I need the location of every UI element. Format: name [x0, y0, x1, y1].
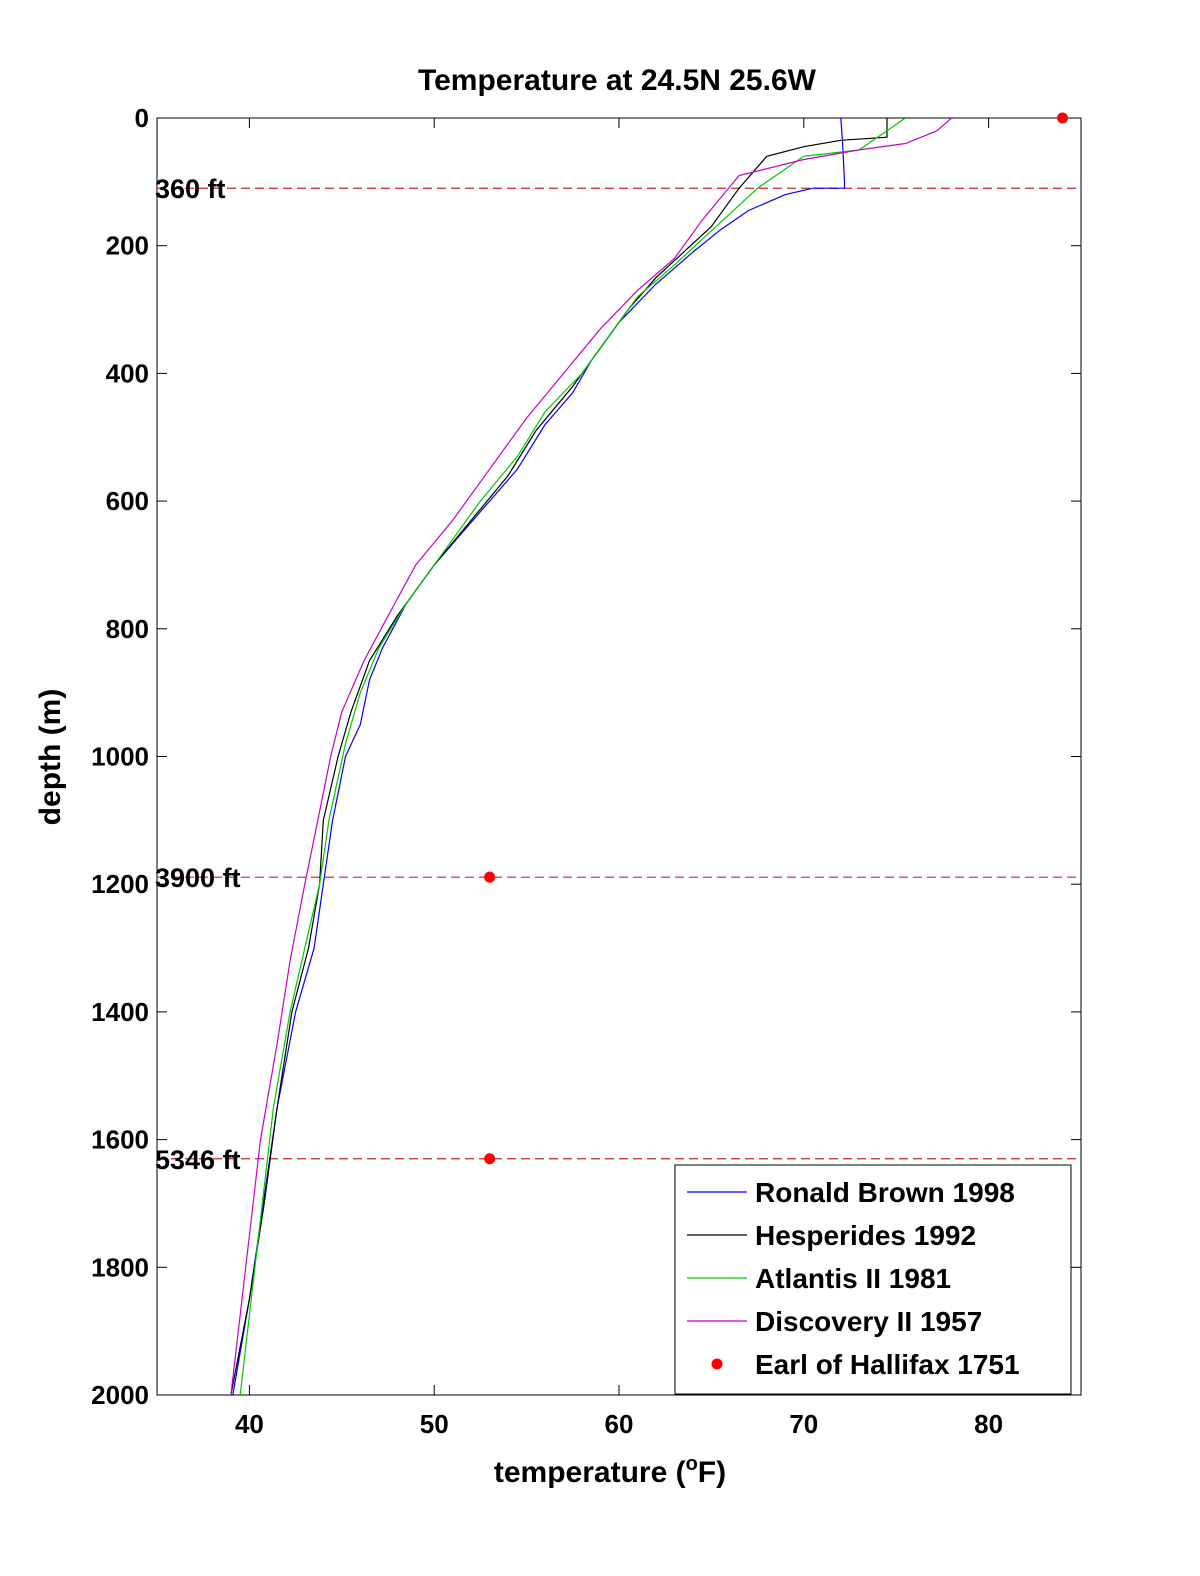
- y-tick-label: 1800: [91, 1252, 149, 1282]
- legend-label: Earl of Hallifax 1751: [755, 1349, 1020, 1380]
- series-line: [239, 118, 906, 1395]
- y-tick-label: 1600: [91, 1125, 149, 1155]
- legend-label: Atlantis II 1981: [755, 1263, 951, 1294]
- y-tick-label: 0: [135, 103, 149, 133]
- legend-box: [674, 1164, 1072, 1395]
- data-point: [1057, 112, 1069, 124]
- legend: Ronald Brown 1998 Hesperides 1992 Atlantis…: [674, 1164, 1072, 1395]
- series-group: [230, 118, 952, 1395]
- y-tick-label: 600: [106, 486, 149, 516]
- series-line: [232, 118, 846, 1395]
- reference-line-label: 5346 ft: [155, 1145, 241, 1175]
- x-axis-label-pre: temperature (: [494, 1456, 686, 1489]
- x-axis-label: temperature (oF): [494, 1453, 726, 1489]
- y-tick-label: 800: [106, 614, 149, 644]
- legend-label: Discovery II 1957: [755, 1306, 982, 1337]
- y-tick-label: 1000: [91, 742, 149, 772]
- x-axis-label-sup: o: [686, 1453, 698, 1475]
- series-line: [230, 118, 952, 1395]
- x-tick-label: 60: [605, 1409, 634, 1439]
- plot-area: 40 50 60 70 80020040060080010001200140016001…: [91, 103, 1082, 1439]
- x-tick-label: 70: [789, 1409, 818, 1439]
- y-tick-label: 400: [106, 358, 149, 388]
- legend-label: Hesperides 1992: [755, 1220, 976, 1251]
- reference-line-label: 3900 ft: [155, 863, 241, 893]
- x-tick-label: 50: [420, 1409, 449, 1439]
- x-tick-label: 80: [974, 1409, 1003, 1439]
- y-tick-label: 1200: [91, 869, 149, 899]
- data-point: [484, 871, 496, 883]
- legend-marker: [711, 1358, 723, 1370]
- x-tick-label: 40: [235, 1409, 264, 1439]
- reference-line-label: 360 ft: [155, 174, 226, 204]
- legend-label: Ronald Brown 1998: [755, 1177, 1015, 1208]
- y-tick-label: 1400: [91, 997, 149, 1027]
- y-axis-label: depth (m): [34, 689, 67, 826]
- y-tick-label: 2000: [91, 1380, 149, 1410]
- data-point: [484, 1153, 496, 1165]
- chart-title: Temperature at 24.5N 25.6W: [418, 64, 817, 97]
- x-axis-label-post: F): [698, 1456, 726, 1489]
- y-tick-label: 200: [106, 231, 149, 261]
